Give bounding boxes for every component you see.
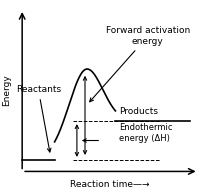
- Text: Reaction time—→: Reaction time—→: [70, 180, 149, 189]
- Text: Forward activation
energy: Forward activation energy: [90, 26, 190, 102]
- Text: Energy: Energy: [2, 74, 12, 106]
- Text: Reactants: Reactants: [16, 85, 61, 152]
- Text: Products: Products: [119, 107, 158, 116]
- Text: Endothermic
energy (ΔH): Endothermic energy (ΔH): [119, 123, 173, 142]
